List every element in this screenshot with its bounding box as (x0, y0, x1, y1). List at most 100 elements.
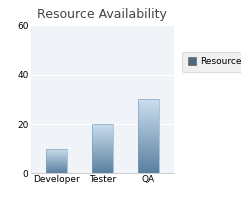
Bar (138, 123, 159, 124)
Bar (46, 156, 67, 157)
Bar (138, 144, 159, 145)
Bar (138, 108, 159, 109)
Bar (138, 130, 159, 131)
Bar (92, 154, 113, 155)
Bar (92, 165, 113, 166)
Bar (46, 171, 67, 172)
Bar (92, 134, 113, 135)
Bar (92, 167, 113, 168)
Bar (92, 163, 113, 164)
Bar (138, 171, 159, 172)
Bar (138, 102, 159, 103)
Bar (46, 149, 67, 150)
Bar (138, 113, 159, 114)
Bar (92, 160, 113, 161)
Bar (92, 166, 113, 167)
Bar (138, 138, 159, 139)
Bar (92, 157, 113, 158)
Bar (138, 148, 159, 149)
Legend: Resources: Resources (182, 52, 241, 72)
Bar (92, 148, 113, 149)
Bar (138, 129, 159, 130)
Bar (138, 151, 159, 152)
Bar (92, 156, 113, 157)
Bar (92, 125, 113, 126)
Bar (46, 172, 67, 173)
Bar (46, 169, 67, 170)
Bar (92, 135, 113, 136)
Bar (46, 159, 67, 160)
Bar (46, 150, 67, 151)
Bar (92, 141, 113, 142)
Bar (92, 147, 113, 148)
Bar (138, 101, 159, 102)
Bar (138, 162, 159, 164)
Bar (138, 110, 159, 112)
Bar (138, 157, 159, 159)
Bar (138, 115, 159, 117)
Bar (92, 150, 113, 151)
Bar (138, 134, 159, 135)
Bar (138, 126, 159, 128)
Bar (92, 136, 113, 137)
Bar (46, 158, 67, 159)
Bar (92, 133, 113, 134)
Bar (92, 145, 113, 146)
Bar (46, 170, 67, 171)
Bar (92, 124, 113, 125)
Bar (92, 144, 113, 145)
Bar (138, 149, 159, 150)
Bar (92, 155, 113, 156)
Bar (138, 107, 159, 108)
Bar (138, 155, 159, 156)
Bar (92, 158, 113, 159)
Bar (138, 166, 159, 167)
Bar (138, 106, 159, 107)
Bar (138, 112, 159, 113)
Bar (138, 150, 159, 151)
Bar (138, 170, 159, 171)
Bar (92, 124, 113, 173)
Bar (46, 157, 67, 158)
Bar (92, 151, 113, 152)
Bar (92, 128, 113, 129)
Bar (46, 167, 67, 168)
Bar (138, 168, 159, 170)
Bar (92, 161, 113, 162)
Bar (138, 125, 159, 126)
Bar (92, 142, 113, 143)
Bar (92, 137, 113, 138)
Bar (138, 152, 159, 154)
Bar (138, 122, 159, 123)
Bar (138, 99, 159, 101)
Bar (92, 132, 113, 133)
Bar (46, 165, 67, 166)
Bar (92, 138, 113, 139)
Bar (92, 143, 113, 144)
Bar (92, 159, 113, 160)
Bar (138, 145, 159, 146)
Bar (92, 169, 113, 170)
Bar (138, 141, 159, 143)
Bar (46, 152, 67, 153)
Bar (46, 164, 67, 165)
Bar (46, 153, 67, 154)
Bar (92, 140, 113, 141)
Bar (138, 114, 159, 115)
Bar (138, 135, 159, 136)
Bar (92, 162, 113, 163)
Bar (138, 124, 159, 125)
Bar (138, 164, 159, 165)
Bar (92, 171, 113, 172)
Bar (138, 156, 159, 157)
Bar (92, 164, 113, 165)
Bar (138, 139, 159, 140)
Bar (138, 154, 159, 155)
Bar (138, 117, 159, 118)
Bar (46, 168, 67, 169)
Bar (138, 118, 159, 119)
Bar (92, 153, 113, 154)
Title: Resource Availability: Resource Availability (38, 8, 167, 21)
Bar (138, 165, 159, 166)
Bar (138, 172, 159, 173)
